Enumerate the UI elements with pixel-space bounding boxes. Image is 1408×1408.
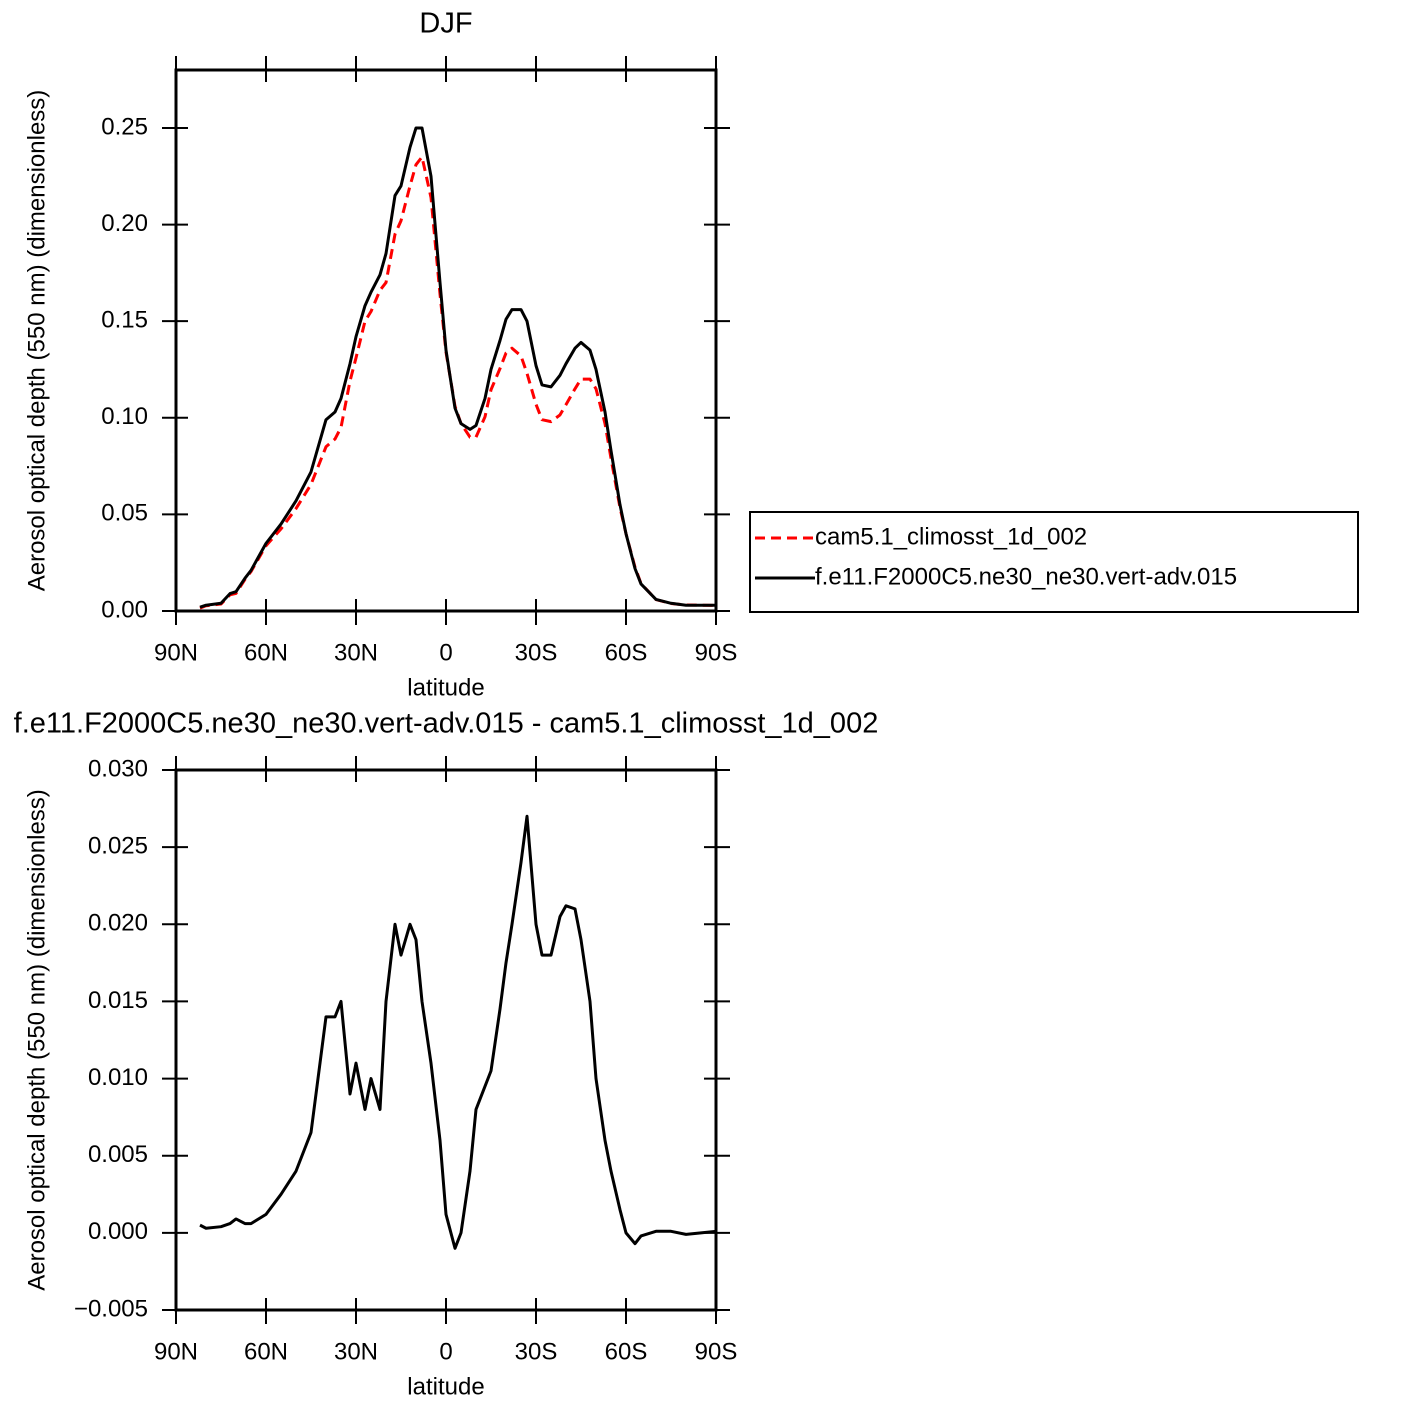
y-tick-label: 0.015 <box>88 987 148 1014</box>
x-tick-label: 60N <box>244 1338 288 1365</box>
y-tick-label: 0.030 <box>88 755 148 782</box>
x-tick-label: 60S <box>605 1338 648 1365</box>
x-tick-label: 60S <box>605 639 648 666</box>
x-axis-label: latitude <box>407 674 484 701</box>
y-axis-label: Aerosol optical depth (550 nm) (dimensio… <box>23 90 50 592</box>
x-tick-label: 90S <box>695 639 738 666</box>
plot-frame <box>174 68 718 613</box>
legend-label: f.e11.F2000C5.ne30_ne30.vert-adv.015 <box>815 563 1237 590</box>
legend-label: cam5.1_climosst_1d_002 <box>815 523 1087 550</box>
x-tick-label: 0 <box>439 1338 452 1365</box>
x-tick-label: 90N <box>154 1338 198 1365</box>
y-tick-label: 0.010 <box>88 1064 148 1091</box>
y-tick-label: 0.20 <box>101 210 148 237</box>
y-tick-label: 0.005 <box>88 1141 148 1168</box>
x-axis-label: latitude <box>407 1373 484 1400</box>
y-tick-label: 0.000 <box>88 1218 148 1245</box>
x-tick-label: 30N <box>334 1338 378 1365</box>
data-line <box>199 814 717 1250</box>
x-tick-label: 0 <box>439 639 452 666</box>
x-tick-label: 60N <box>244 639 288 666</box>
plot-frame <box>174 768 718 1312</box>
data-line <box>199 155 717 610</box>
x-tick-label: 90N <box>154 639 198 666</box>
x-tick-label: 90S <box>695 1338 738 1365</box>
data-line <box>199 126 716 609</box>
x-tick-label: 30N <box>334 639 378 666</box>
x-tick-label: 30S <box>515 639 558 666</box>
x-tick-label: 30S <box>515 1338 558 1365</box>
y-tick-label: 0.020 <box>88 910 148 937</box>
y-tick-label: −0.005 <box>74 1295 148 1322</box>
y-tick-label: 0.15 <box>101 307 148 334</box>
y-tick-label: 0.00 <box>101 596 148 623</box>
y-axis-label: Aerosol optical depth (550 nm) (dimensio… <box>23 789 50 1291</box>
chart-title: f.e11.F2000C5.ne30_ne30.vert-adv.015 - c… <box>14 708 879 740</box>
y-tick-label: 0.05 <box>101 500 148 527</box>
chart-title: DJF <box>419 8 472 40</box>
legend-box <box>749 511 1359 613</box>
y-tick-label: 0.025 <box>88 832 148 859</box>
y-tick-label: 0.25 <box>101 113 148 140</box>
y-tick-label: 0.10 <box>101 403 148 430</box>
